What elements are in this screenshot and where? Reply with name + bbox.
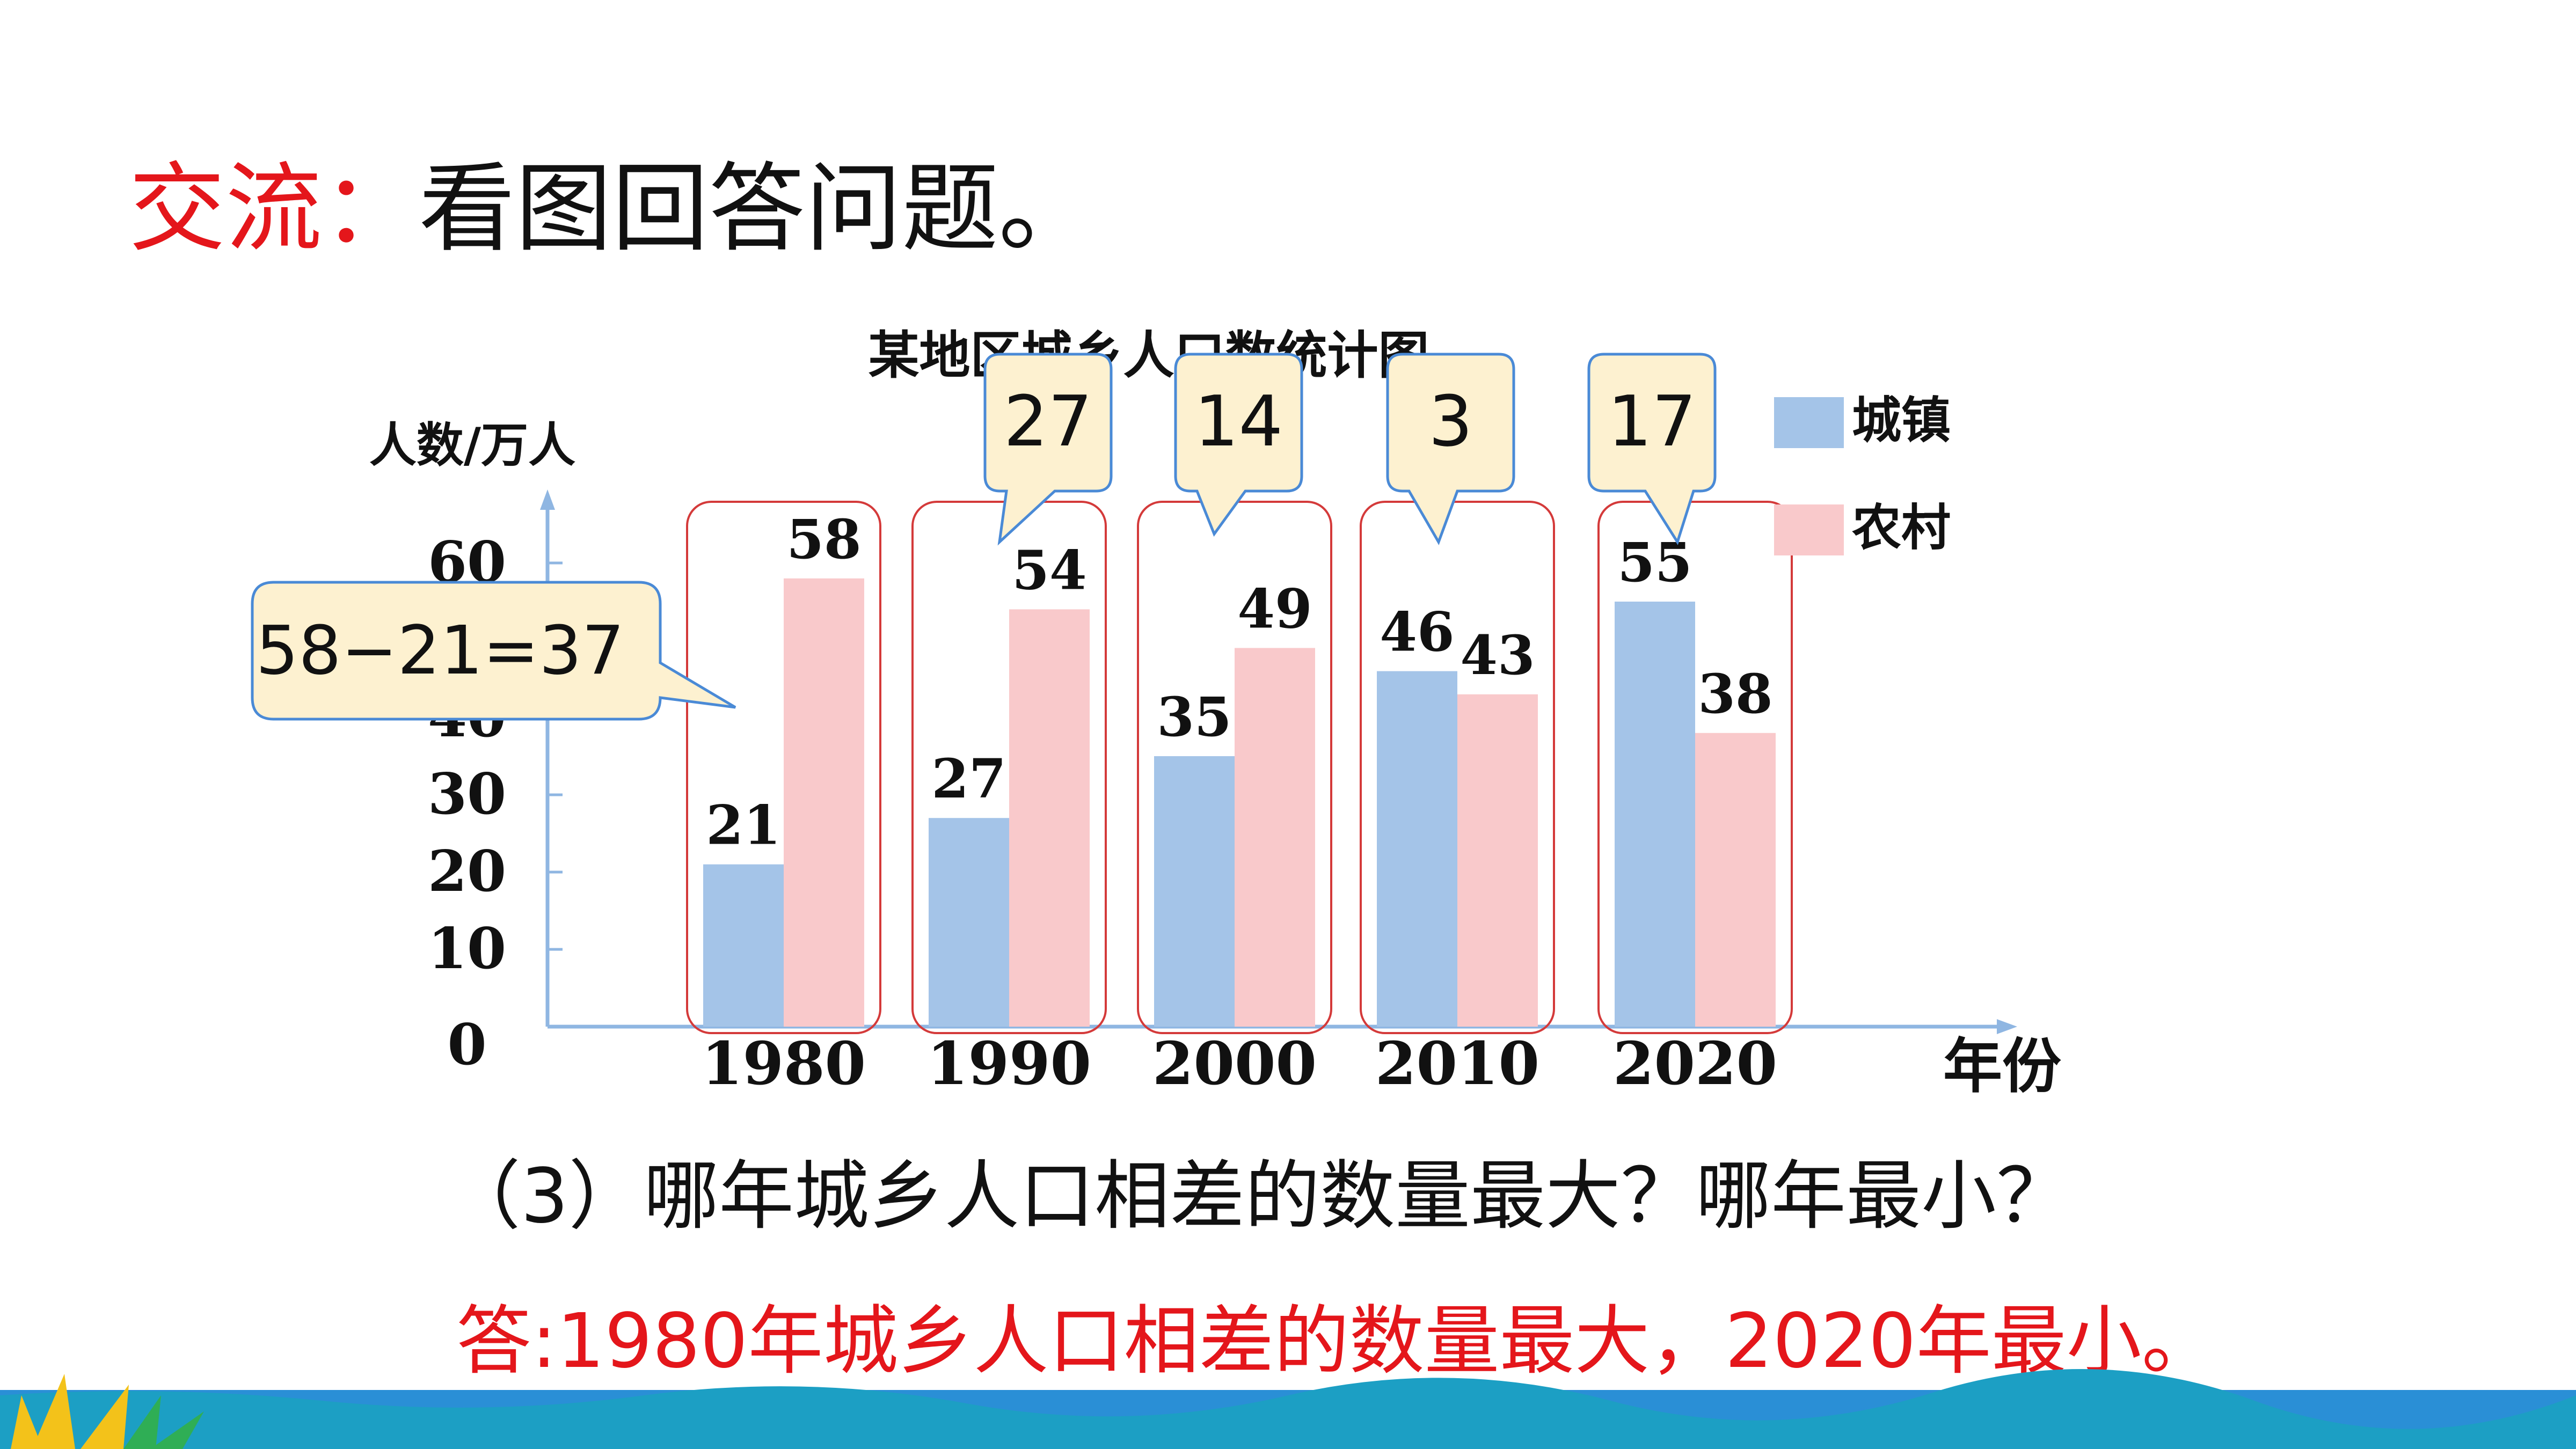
x-axis-label: 年份 xyxy=(1943,1031,2061,1101)
callout-text: 14 xyxy=(1194,380,1283,462)
data-label: 43 xyxy=(1460,624,1535,687)
data-label: 27 xyxy=(931,747,1006,810)
y-tick-label: 10 xyxy=(428,915,506,982)
callout-bubble xyxy=(1386,353,1515,545)
bar-village xyxy=(784,578,864,1027)
callout-text: 27 xyxy=(1004,380,1092,462)
x-tick-label: 1980 xyxy=(702,1029,866,1098)
callout-text: 3 xyxy=(1428,380,1473,462)
x-tick-label: 2020 xyxy=(1613,1029,1777,1098)
y-tick-label: 30 xyxy=(428,760,506,827)
bar-village xyxy=(1695,733,1776,1027)
x-tick-label: 2000 xyxy=(1152,1029,1317,1098)
x-tick-label: 1990 xyxy=(927,1029,1091,1098)
data-label: 46 xyxy=(1380,601,1454,664)
legend-swatch-town xyxy=(1774,397,1844,448)
legend-swatch-village xyxy=(1774,504,1844,555)
bar-village xyxy=(1009,609,1090,1027)
legend-label-village: 农村 xyxy=(1852,499,1951,557)
chart-title: 某地区城乡人口数统计图 xyxy=(868,326,1429,385)
callout-bubble xyxy=(983,353,1113,546)
data-label: 49 xyxy=(1237,577,1312,640)
y-tick-label: 20 xyxy=(428,838,506,904)
data-label: 54 xyxy=(1012,538,1086,602)
bar-village xyxy=(1235,648,1315,1027)
legend-label-town: 城镇 xyxy=(1852,391,1951,449)
question-text: （3）哪年城乡人口相差的数量最大？哪年最小？ xyxy=(446,1153,2072,1240)
bar-town xyxy=(703,864,784,1027)
bar-town xyxy=(1154,756,1235,1027)
heading-text: 看图回答问题。 xyxy=(419,153,1096,265)
y-axis-label: 人数/万人 xyxy=(369,417,575,473)
y-tick-label: 0 xyxy=(447,1011,486,1078)
callout-text-1980: 58−21=37 xyxy=(256,612,625,690)
x-tick-label: 2010 xyxy=(1375,1029,1539,1098)
callout-bubble xyxy=(1174,353,1303,537)
callout-bubble-1980 xyxy=(251,581,736,721)
bar-village xyxy=(1457,694,1538,1027)
slide-heading: 交流：看图回答问题。 xyxy=(129,161,1095,258)
data-label: 21 xyxy=(706,794,780,857)
bar-town xyxy=(929,818,1009,1027)
answer-text: 答:1980年城乡人口相差的数量最大，2020年最小。 xyxy=(456,1298,2217,1385)
x-axis-arrow xyxy=(1997,1019,2017,1034)
data-label: 35 xyxy=(1157,685,1231,749)
callout-text: 17 xyxy=(1608,380,1696,462)
data-label: 55 xyxy=(1617,531,1692,594)
y-axis-arrow xyxy=(540,489,555,510)
bar-town xyxy=(1615,602,1695,1027)
bar-town xyxy=(1377,671,1457,1027)
callout-bubble xyxy=(1587,353,1717,545)
data-label: 58 xyxy=(786,508,861,571)
highlight-box xyxy=(1360,501,1555,1034)
heading-highlight: 交流： xyxy=(129,153,419,265)
data-label: 38 xyxy=(1698,662,1772,726)
population-bar-chart: 某地区城乡人口数统计图人数/万人年份0102030406021581980275… xyxy=(251,326,2061,1101)
highlight-box xyxy=(1597,501,1793,1034)
footer-decoration xyxy=(0,1368,2576,1449)
highlight-box xyxy=(686,501,881,1034)
